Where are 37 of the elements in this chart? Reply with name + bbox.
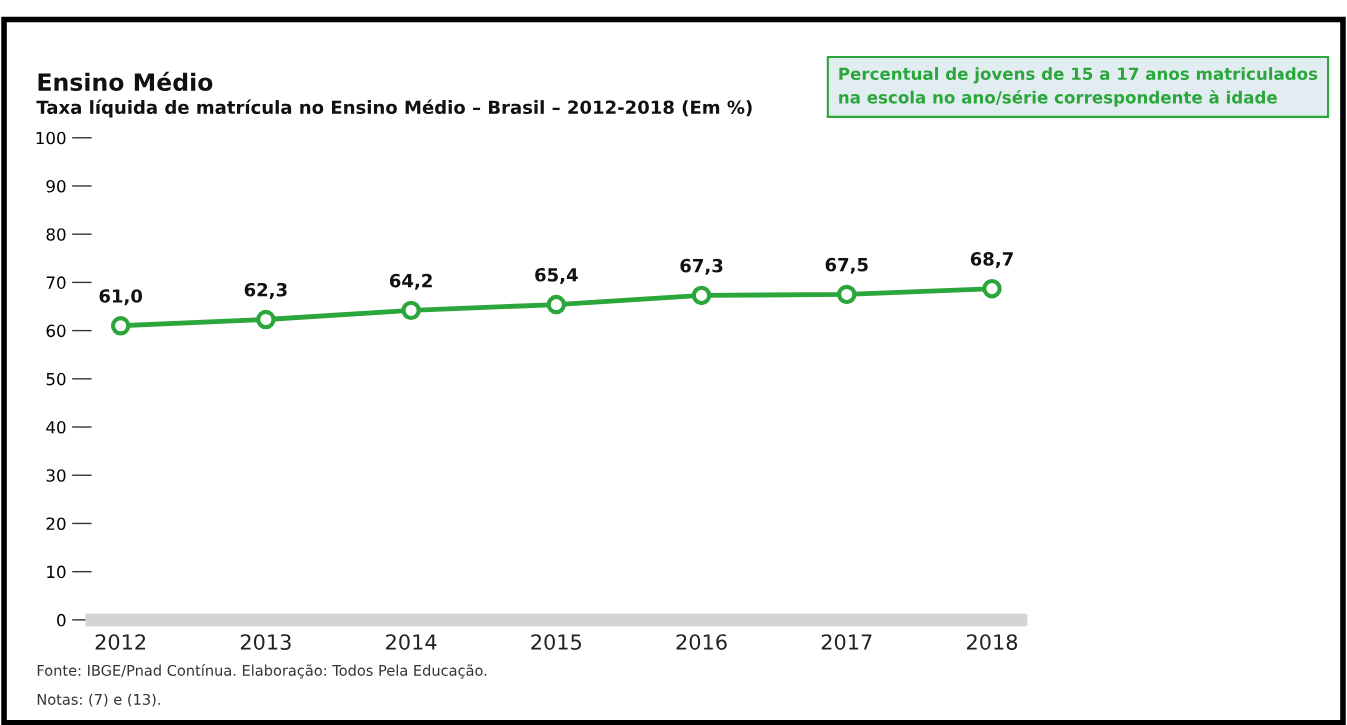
point (837, 284, 857, 305)
text: Percentual de jovens de 15 a 17 anos matriculados na escola no ano/série correspondente à idade (839, 67, 1318, 107)
y-tick-label: 80 (46, 228, 66, 241)
point (691, 285, 712, 306)
y-tick-label: 70 (46, 276, 66, 289)
y-tick-label: 40 (46, 420, 66, 434)
point (256, 309, 276, 330)
text: Notas: (7) e (13). (37, 693, 160, 707)
chart-subtitle: Taxa líquida de matrícula no Ensino Médio – Brasil – 2012-2018 (Em %) (36, 99, 752, 118)
point (401, 300, 421, 321)
point (546, 294, 567, 315)
x-tick-label: 2013 (240, 634, 291, 650)
y-tick-label: 20 (46, 517, 66, 531)
y-tick-label: 30 (46, 469, 66, 482)
x-tick-label: 2014 (386, 634, 437, 650)
x-tick-label: 2012 (95, 634, 146, 650)
point (110, 316, 131, 336)
y-tick-label: 10 (47, 565, 66, 579)
source-note: Fonte: IBGE/Pnad Contínua. Elaboração: Todos Pela Educação. (37, 664, 487, 679)
text: 61,0 (99, 289, 143, 306)
text: 68,7 (970, 252, 1013, 269)
y-tick-label: 100 (36, 131, 66, 145)
x-tick-label: 2018 (967, 634, 1018, 650)
text: 62,3 (244, 282, 287, 299)
text: 64,2 (389, 273, 432, 290)
y-tick-label: 0 (57, 613, 66, 627)
text: 67,3 (680, 258, 723, 275)
text: 67,5 (825, 257, 868, 274)
y-tick-label: 60 (46, 324, 66, 338)
y-tick-label: 90 (46, 179, 66, 193)
x-tick-label: 2017 (821, 634, 872, 650)
text: 65,4 (535, 267, 578, 284)
y-tick-label: 50 (46, 372, 66, 386)
x-tick-label: 2016 (676, 634, 727, 650)
point (982, 278, 1002, 299)
chart-title: Ensino Médio (38, 71, 213, 91)
x-tick-label: 2015 (531, 634, 581, 650)
